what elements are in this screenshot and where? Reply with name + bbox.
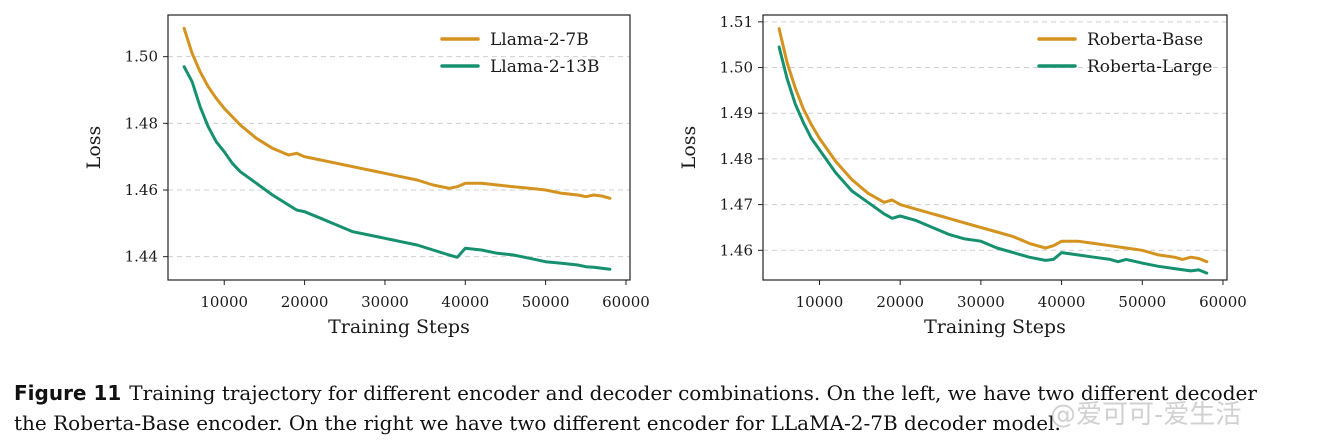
series-line-llama-2-7b <box>182 26 612 200</box>
x-tick-label: 20000 <box>876 293 924 311</box>
x-tick-label: 20000 <box>281 293 329 311</box>
x-axis-label: Training Steps <box>924 316 1066 338</box>
legend-label: Roberta-Large <box>1087 57 1212 77</box>
x-tick-label: 30000 <box>957 293 1005 311</box>
legend-label: Llama-2-7B <box>490 30 589 50</box>
x-tick-label: 50000 <box>1118 293 1166 311</box>
y-tick-label: 1.50 <box>720 59 753 77</box>
y-tick-label: 1.48 <box>125 114 158 132</box>
x-tick-label: 60000 <box>1199 293 1247 311</box>
caption-line-2: the Roberta-Base encoder. On the right w… <box>14 411 1061 435</box>
chart-left: 10000 20000 30000 40000 50000 60000 1.44 1.46 1.… <box>83 14 650 338</box>
x-tick-label: 30000 <box>361 293 409 311</box>
x-tick-label: 10000 <box>796 293 844 311</box>
series-line-llama-2-13b <box>182 65 612 271</box>
y-tick-label: 1.48 <box>720 150 753 168</box>
series-line-roberta-base <box>777 27 1209 264</box>
x-axis-label: Training Steps <box>328 316 470 338</box>
y-tick-label: 1.47 <box>720 196 753 214</box>
y-axis-label: Loss <box>83 126 105 170</box>
plot-frame <box>167 14 631 281</box>
caption-line-1: Figure 11 Training trajectory for differe… <box>14 378 1329 408</box>
x-tick-label: 50000 <box>522 293 570 311</box>
y-tick-label: 1.46 <box>125 181 158 199</box>
y-tick-label: 1.50 <box>125 48 158 66</box>
caption-label: Figure 11 <box>14 381 122 405</box>
figure-caption: Figure 11 Training trajectory for differe… <box>14 378 1329 438</box>
y-tick-label: 1.49 <box>720 104 753 122</box>
caption-text-1: Training trajectory for different encode… <box>129 381 1257 405</box>
x-tick-label: 60000 <box>602 293 650 311</box>
x-tick-label: 40000 <box>441 293 489 311</box>
y-tick-label: 1.51 <box>720 13 753 31</box>
y-axis-label: Loss <box>678 126 700 170</box>
legend-label: Llama-2-13B <box>490 57 600 77</box>
y-tick-label: 1.46 <box>720 241 753 259</box>
series-line-roberta-large <box>777 45 1209 275</box>
chart-right: 10000 20000 30000 40000 50000 60000 1.46 1.47 1.… <box>678 13 1247 338</box>
y-tick-label: 1.44 <box>125 248 158 266</box>
watermark: @爱可可-爱生活 <box>1050 400 1242 430</box>
legend-label: Roberta-Base <box>1087 30 1203 50</box>
x-tick-label: 40000 <box>1038 293 1086 311</box>
plot-frame <box>762 14 1228 281</box>
x-tick-label: 10000 <box>200 293 248 311</box>
